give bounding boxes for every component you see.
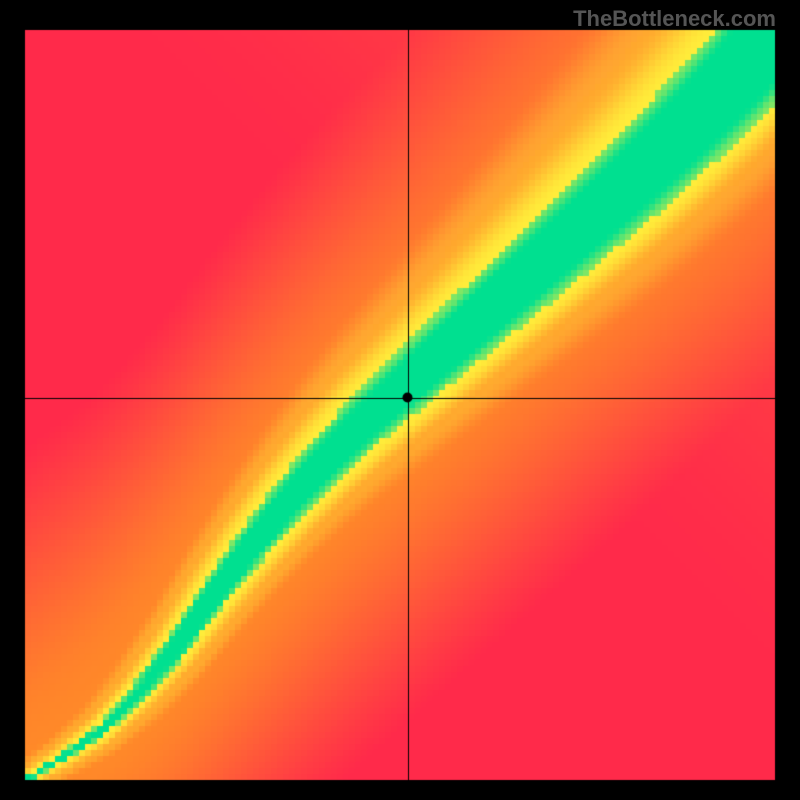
chart-container: TheBottleneck.com [0, 0, 800, 800]
watermark-text: TheBottleneck.com [573, 6, 776, 32]
bottleneck-heatmap-canvas [0, 0, 800, 800]
